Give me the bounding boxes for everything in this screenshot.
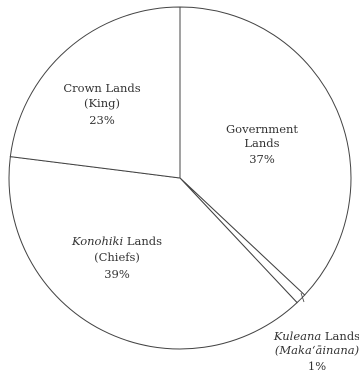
label-crown-line1: Crown Lands xyxy=(63,81,140,95)
value-label-konohiki: 39% xyxy=(104,267,130,281)
label-crown-lands: Crown Lands (King) 23% xyxy=(63,81,140,127)
label-kuleana-line1: Kuleana Lands xyxy=(273,329,359,343)
label-government-lands: Government Lands 37% xyxy=(226,122,298,166)
label-crown-line2: (King) xyxy=(84,96,120,110)
kuleana-leader-line xyxy=(300,292,305,303)
label-kuleana-lands: Kuleana Lands (Makaʻāinana) 1% xyxy=(273,329,359,372)
label-government-line2: Lands xyxy=(244,136,279,150)
value-label-kuleana: 1% xyxy=(308,359,326,372)
label-government-line1: Government xyxy=(226,122,298,136)
label-konohiki-line1: Konohiki Lands xyxy=(71,234,162,248)
label-konohiki-lands: Konohiki Lands (Chiefs) 39% xyxy=(71,234,162,281)
slice-konohiki-lands xyxy=(8,156,298,350)
pie-slices xyxy=(8,6,352,350)
value-label-crown: 23% xyxy=(89,113,115,127)
value-label-government: 37% xyxy=(249,152,275,166)
slice-crown-lands xyxy=(9,6,181,179)
label-kuleana-line2: (Makaʻāinana) xyxy=(275,343,359,357)
slice-government-lands xyxy=(179,6,352,296)
label-konohiki-line2: (Chiefs) xyxy=(94,250,140,264)
